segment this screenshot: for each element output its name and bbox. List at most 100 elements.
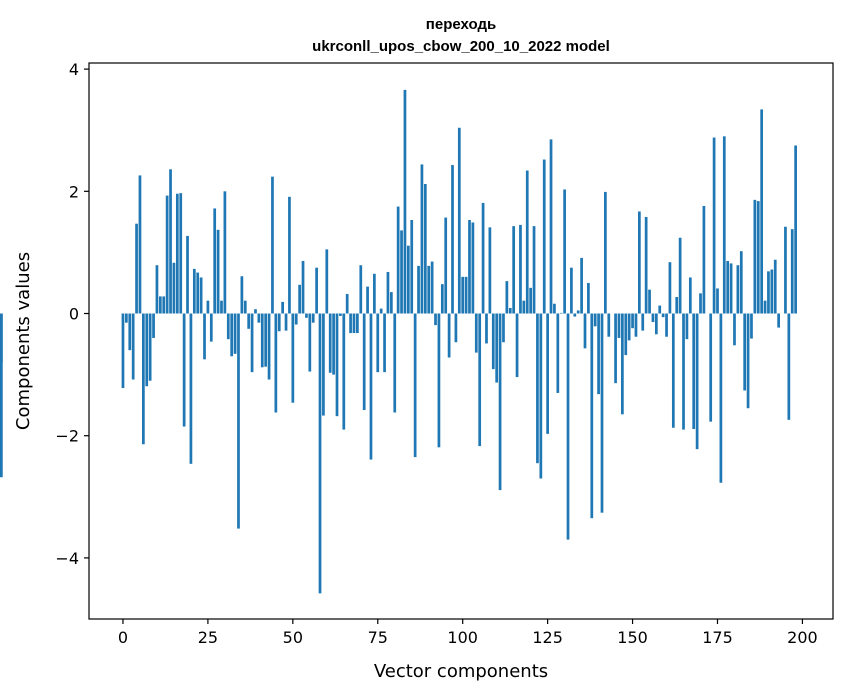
bar-34 [237, 313, 240, 529]
bar-50 [291, 313, 295, 403]
bar-41 [260, 313, 264, 368]
y-tick-label-0: 0 [69, 305, 79, 324]
x-tick-label-0: 0 [118, 628, 128, 647]
bar-78 [386, 271, 390, 314]
bar-113 [505, 281, 509, 314]
bar-103 [471, 222, 475, 314]
bar-184 [746, 313, 750, 409]
bar-28 [216, 229, 220, 314]
bar-193 [777, 313, 780, 328]
bar-57 [315, 267, 318, 314]
bar-126 [549, 139, 553, 314]
bar-181 [736, 265, 740, 314]
bar-195 [784, 226, 787, 314]
bar-156 [651, 313, 655, 323]
bar-86 [413, 313, 417, 458]
bar-27 [213, 208, 217, 314]
bar-20 [189, 313, 193, 464]
bar-94 [440, 284, 444, 314]
ticks-group: 0 25 50 75 100 125 150 175 200 −4 −2 0 2 4 [55, 60, 817, 647]
bar-132 [570, 267, 573, 314]
bar-127 [553, 303, 556, 314]
bar-139 [593, 313, 597, 327]
bar-122 [536, 313, 539, 464]
bar-40 [257, 313, 261, 323]
bar-17 [179, 193, 183, 314]
x-tick-label-200: 200 [787, 628, 818, 647]
bar-111 [498, 313, 502, 491]
bar-9 [152, 313, 155, 338]
bar-102 [468, 220, 471, 314]
bar-36 [243, 300, 247, 314]
bar-83 [403, 89, 407, 314]
bar-32 [230, 313, 234, 357]
bar-4 [135, 223, 138, 314]
bar-189 [763, 300, 767, 314]
bar-90 [427, 265, 431, 314]
bar-13 [165, 195, 169, 314]
bar-134 [576, 310, 580, 314]
bar-96 [447, 313, 451, 358]
bar-38 [250, 313, 254, 373]
bar-131 [566, 313, 570, 540]
bar-56 [311, 313, 315, 323]
bar-43 [267, 313, 271, 380]
bar-161 [668, 262, 672, 314]
bar-42 [264, 313, 268, 367]
bar-85 [410, 220, 414, 314]
bar-170 [699, 293, 702, 314]
bar-154 [644, 216, 648, 314]
bar-174 [712, 137, 716, 314]
chart-title-line-2: ukrconll_upos_cbow_200_10_2022 model [312, 38, 610, 55]
x-tick-label-175: 175 [702, 628, 733, 647]
bar-167 [688, 277, 692, 314]
bar-14 [169, 169, 172, 314]
bar-138 [590, 313, 594, 519]
bar-10 [155, 265, 159, 314]
bar-75 [376, 313, 380, 373]
bar-68 [352, 313, 356, 334]
bar-149 [627, 313, 631, 341]
bar-22 [196, 272, 200, 314]
bar-151 [634, 313, 638, 337]
bar-5 [138, 175, 142, 314]
bar-23 [199, 277, 203, 314]
bar-147 [621, 313, 624, 415]
bar-109 [491, 313, 495, 370]
bar-114 [508, 308, 512, 314]
bar-130 [563, 189, 566, 314]
bar-1 [125, 313, 128, 323]
bar-45 [274, 313, 278, 413]
chart-title-line-1: переходь [426, 16, 496, 33]
bar-98 [454, 313, 458, 343]
y-tick-label-4: 4 [69, 60, 79, 79]
bar-60 [325, 249, 329, 314]
bar-112 [502, 313, 505, 343]
bar-187 [756, 201, 760, 314]
bar-39 [254, 309, 257, 314]
bar-124 [542, 159, 546, 314]
x-axis-label: Vector components [374, 661, 548, 682]
bar-118 [522, 300, 526, 314]
bar-6 [142, 313, 145, 445]
bar-35 [240, 276, 244, 314]
bar-137 [587, 282, 590, 314]
bar-104 [474, 313, 478, 353]
y-tick-label--4: −4 [55, 549, 79, 568]
bar-101 [464, 276, 468, 314]
bar-12 [162, 296, 166, 314]
bar-171 [702, 205, 706, 314]
bar-84 [406, 245, 410, 314]
bar-65 [342, 313, 346, 430]
bar-148 [624, 313, 628, 356]
bar-8 [148, 313, 152, 381]
bar-159 [661, 313, 665, 318]
bar-110 [495, 313, 499, 383]
bar-53 [301, 260, 305, 314]
bar-190 [767, 271, 770, 314]
bar-175 [716, 288, 719, 314]
bar-185 [750, 313, 753, 339]
bar-128 [556, 313, 560, 393]
bar-176 [719, 313, 723, 483]
bar-121 [532, 226, 536, 314]
